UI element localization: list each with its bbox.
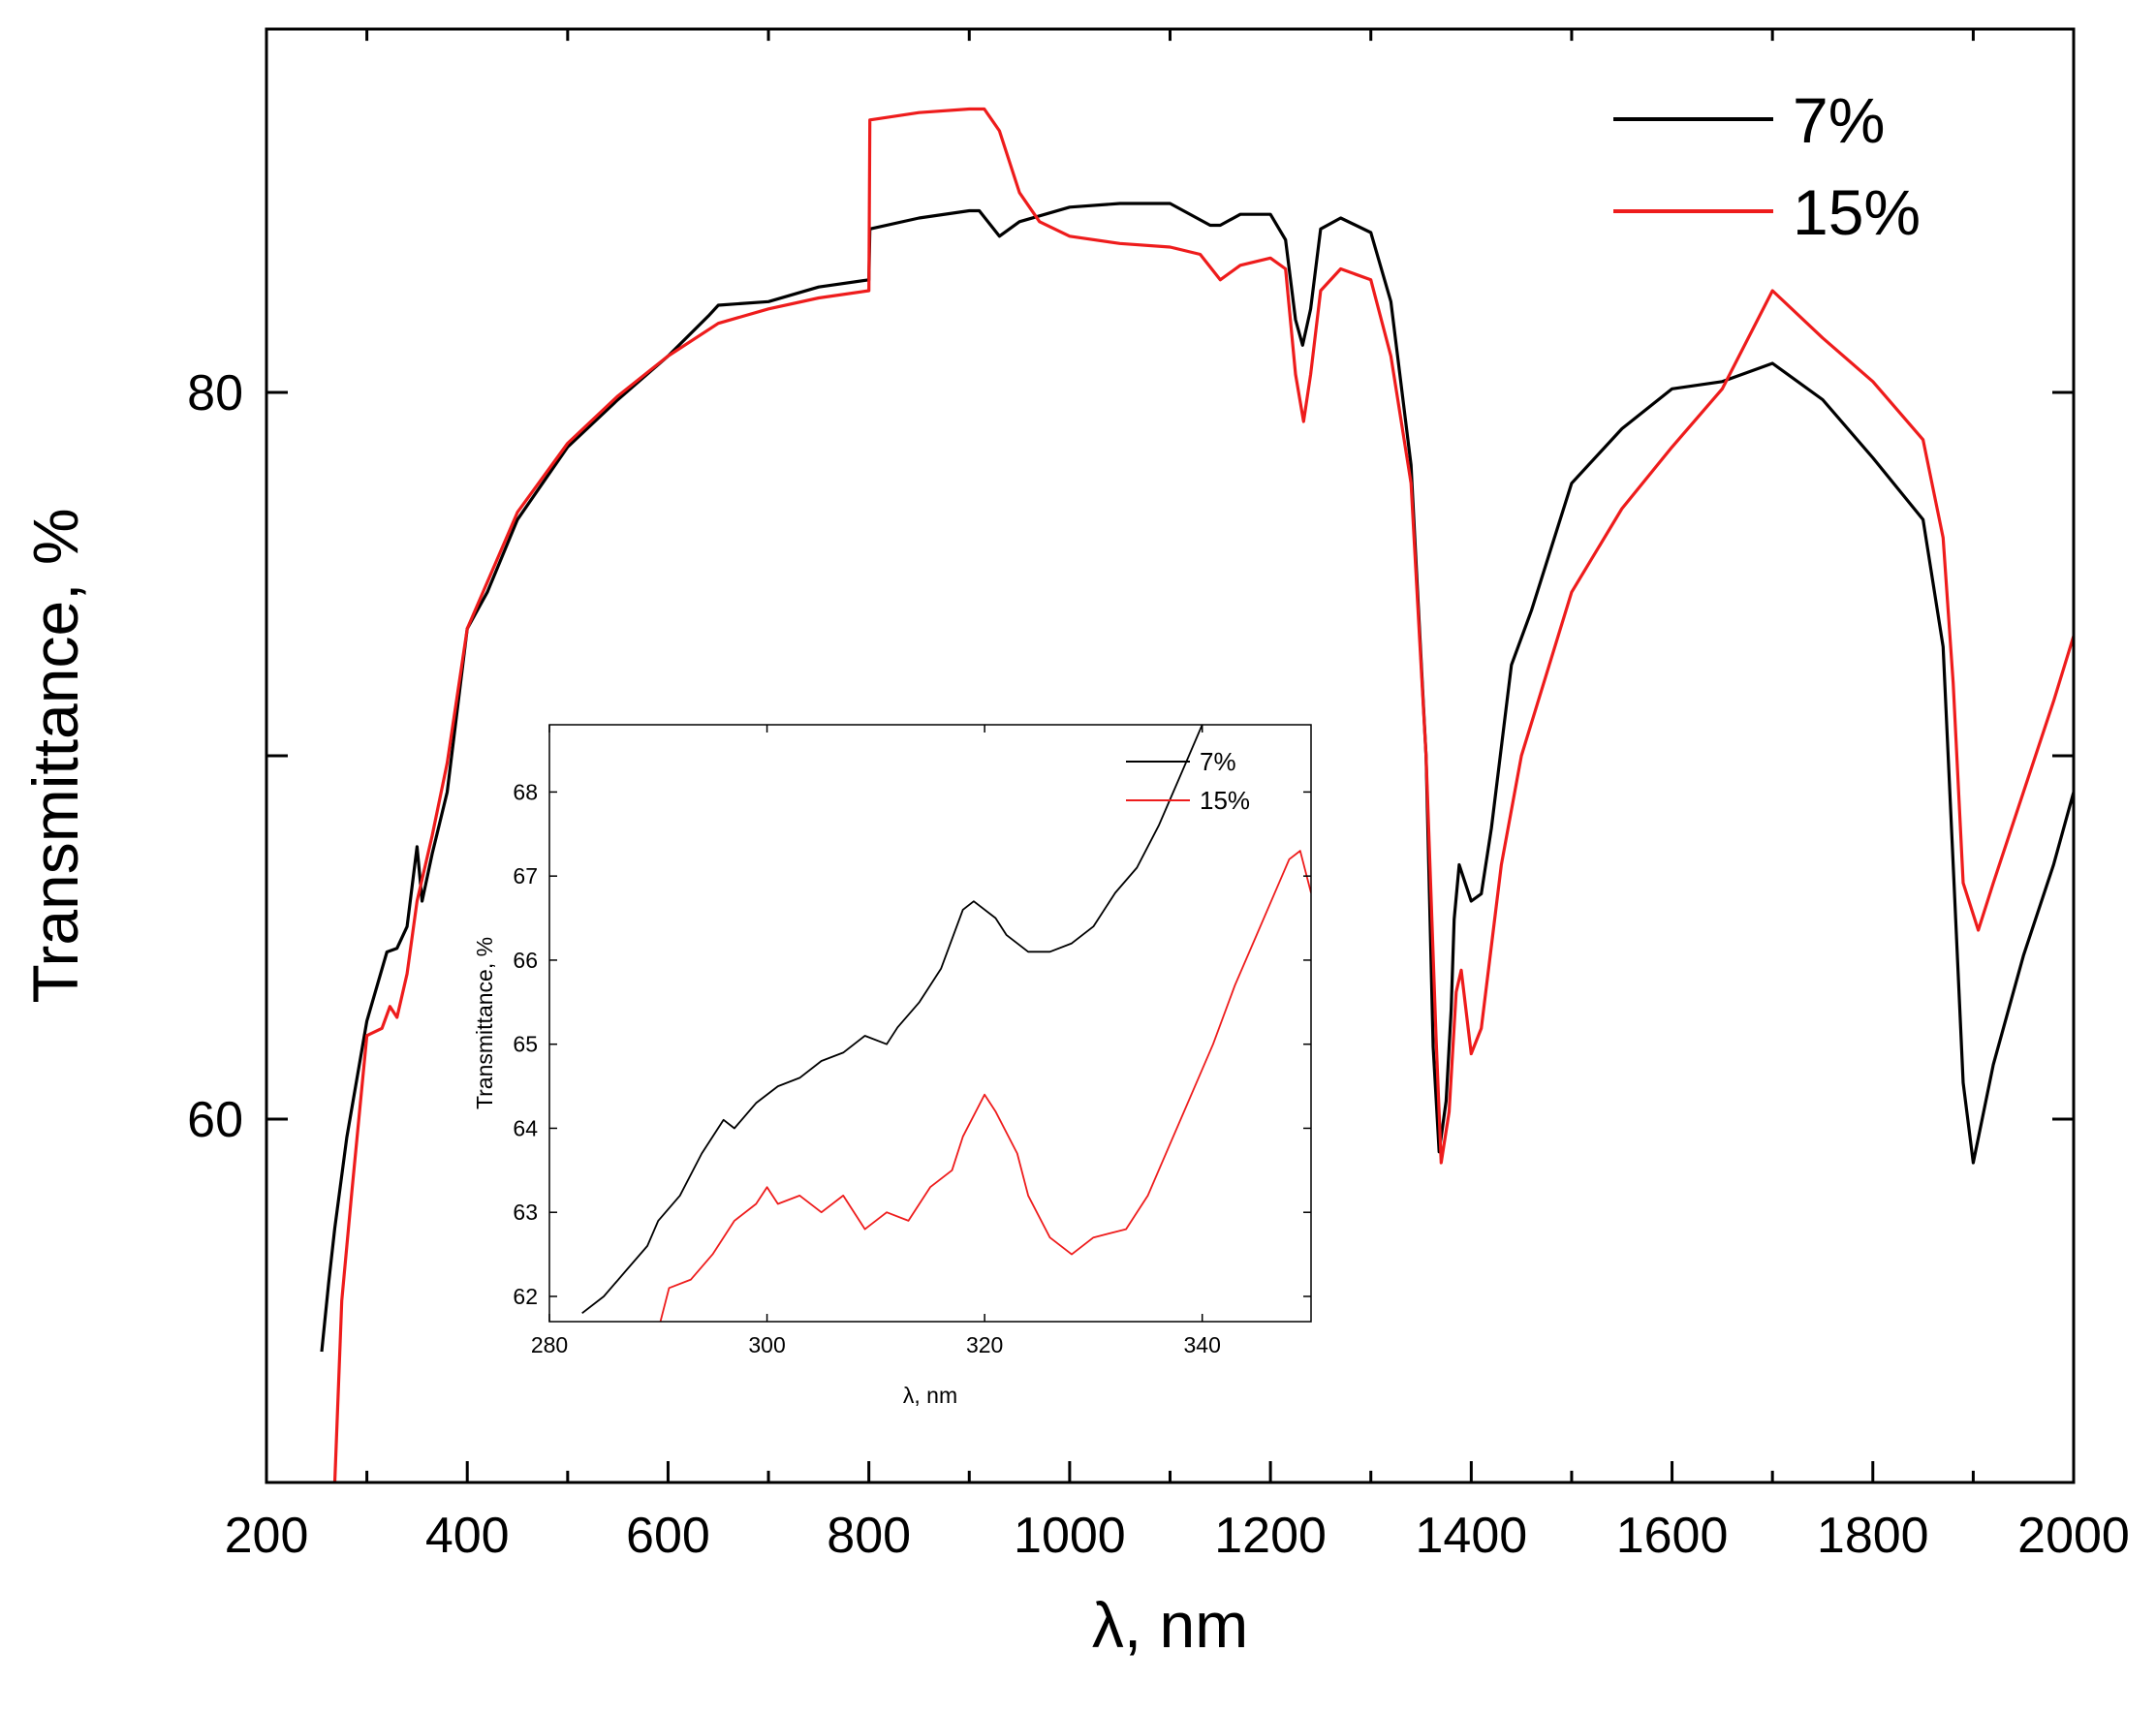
main-legend-label: 7% <box>1793 84 1885 156</box>
main-series-group <box>320 107 2074 1482</box>
main-legend: 7%15% <box>1613 84 1921 248</box>
inset-y-tick-label: 63 <box>513 1200 538 1225</box>
main-x-tick-label: 1600 <box>1616 1508 1729 1564</box>
main-x-axis-title: λ, nm <box>1092 1589 1248 1661</box>
main-chart: 200 400 600 800 1000 1200 1400 1600 1800 2000 60 80… <box>19 27 2130 1661</box>
main-x-tick-label: 1800 <box>1817 1508 1929 1564</box>
inset-x-tick-label: 280 <box>531 1332 568 1357</box>
inset-legend-label: 15% <box>1200 786 1250 815</box>
main-x-tick-label: 400 <box>425 1508 510 1564</box>
main-x-tick-label: 1400 <box>1415 1508 1527 1564</box>
inset-plot-frame <box>548 724 1312 1323</box>
main-x-tick-label: 800 <box>827 1508 911 1564</box>
inset-legend-label: 7% <box>1200 747 1236 776</box>
main-x-tick-label: 600 <box>626 1508 710 1564</box>
inset-chart: 280 300 320 340 62 63 64 65 66 67 68 λ, nm Transmi… <box>472 721 1317 1408</box>
inset-series-line-7pct <box>581 725 1203 1315</box>
inset-y-tick-label: 64 <box>513 1115 538 1140</box>
main-y-axis-title: Transmittance, % <box>19 508 91 1003</box>
inset-y-tick-label: 68 <box>513 779 538 804</box>
main-x-tick-label: 1000 <box>1014 1508 1126 1564</box>
inset-x-tick-label: 320 <box>966 1332 1003 1357</box>
inset-y-tick-label: 66 <box>513 948 538 973</box>
inset-background <box>472 721 1317 1405</box>
main-ticks-group: 200 400 600 800 1000 1200 1400 1600 1800 2000 60 80 <box>187 29 2130 1564</box>
inset-x-tick-label: 300 <box>748 1332 785 1357</box>
main-x-tick-label: 2000 <box>2017 1508 2130 1564</box>
inset-x-axis-title: λ, nm <box>903 1383 957 1408</box>
inset-x-tick-label: 340 <box>1184 1332 1221 1357</box>
main-x-tick-label: 1200 <box>1214 1508 1327 1564</box>
main-legend-label: 15% <box>1793 176 1921 248</box>
inset-legend: 7%15% <box>1126 747 1250 815</box>
main-y-tick-label: 80 <box>187 365 243 421</box>
inset-ticks-group: 280 300 320 340 62 63 64 65 66 67 68 <box>513 725 1311 1357</box>
inset-y-tick-label: 65 <box>513 1032 538 1057</box>
inset-y-tick-label: 67 <box>513 863 538 889</box>
main-y-tick-label: 60 <box>187 1092 243 1148</box>
inset-y-axis-title: Transmittance, % <box>472 937 497 1109</box>
inset-series-group <box>581 725 1311 1322</box>
main-x-tick-label: 200 <box>225 1508 309 1564</box>
main-series-line-15pct <box>332 107 2074 1482</box>
inset-series-line-15pct <box>659 850 1311 1322</box>
inset-y-tick-label: 62 <box>513 1284 538 1309</box>
